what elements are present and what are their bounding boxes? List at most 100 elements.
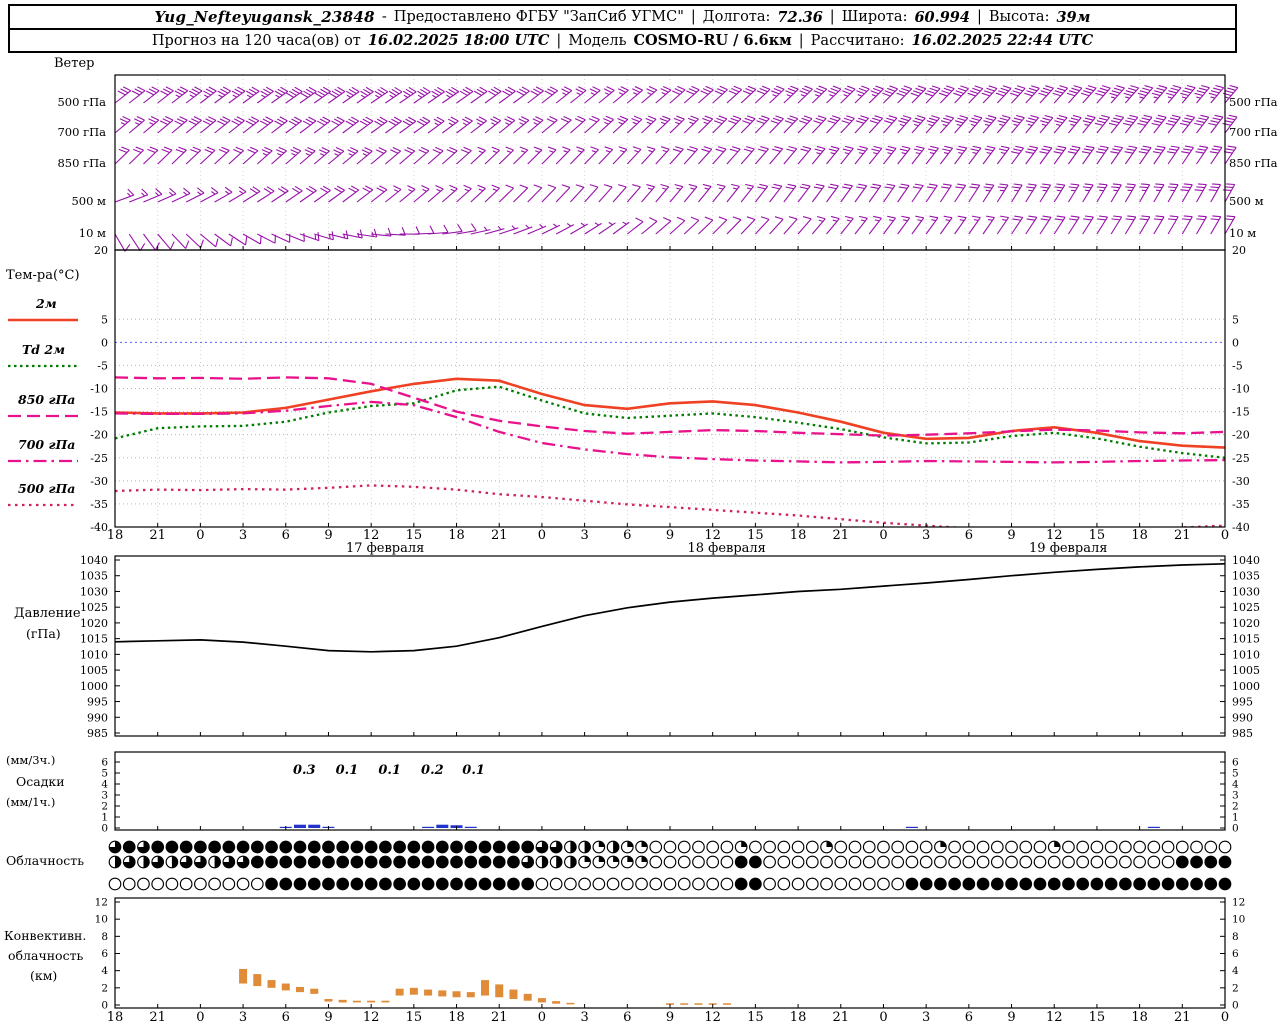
wind-barb <box>698 115 714 134</box>
wind-barb <box>370 116 388 134</box>
wind-barb <box>925 215 939 235</box>
pressure-panel-title: Давление <box>14 606 81 621</box>
wind-barb <box>982 115 997 134</box>
wind-barb <box>883 183 896 203</box>
wind-barb <box>797 145 812 165</box>
wind-barb <box>1053 183 1066 203</box>
cloud-cover-symbol <box>720 855 734 869</box>
cloud-cover-symbol <box>307 877 321 891</box>
provider-text: Предоставлено ФГБУ "ЗапСиб УГМС" <box>393 9 684 25</box>
wind-barb <box>1039 145 1053 165</box>
wind-level-850hpa-left: 850 гПа <box>57 156 106 170</box>
wind-level-500hpa-left: 500 гПа <box>57 95 106 109</box>
wind-barb <box>1222 114 1238 134</box>
cloud-cover-wedge <box>171 856 178 868</box>
cloud-cover-symbol <box>393 877 406 891</box>
wind-barb <box>143 116 160 134</box>
cloud-cover-symbol <box>606 877 620 891</box>
wind-barb <box>271 146 287 165</box>
wind-barb <box>285 86 303 104</box>
convective-cloud-bar <box>680 1003 689 1005</box>
wind-barb <box>570 222 588 235</box>
wind-barb <box>924 85 941 104</box>
cloud-cover-symbol <box>649 840 663 854</box>
wind-barb <box>982 145 996 165</box>
wind-barb <box>242 146 259 165</box>
wind-barb <box>1123 85 1140 104</box>
wind-barb <box>783 216 798 235</box>
cloud-cover-symbol <box>962 840 976 854</box>
cloud-cover-wedge <box>741 841 747 847</box>
wind-barb <box>626 146 642 165</box>
cloud-cover-symbol <box>749 877 762 891</box>
wind-barb <box>868 215 882 235</box>
wind-barb <box>1109 85 1125 104</box>
cloud-cover-symbol <box>763 840 776 854</box>
wind-barb <box>996 183 1009 203</box>
wind-barb <box>257 186 275 203</box>
wind-barb <box>1039 183 1052 203</box>
wind-barb <box>612 221 630 235</box>
wind-barb <box>214 146 230 165</box>
wind-barb <box>1096 183 1108 203</box>
cloud-cover-symbol <box>208 877 221 891</box>
cloud-cover-symbol <box>165 877 179 891</box>
cloud-cover-symbol <box>464 840 478 854</box>
precip-bar <box>1147 826 1160 828</box>
cloud-cover-symbol <box>990 840 1004 854</box>
axis-tick-label: -10 <box>90 383 108 396</box>
wind-barb <box>256 116 274 134</box>
wind-barb <box>128 146 144 165</box>
cloud-cover-symbol <box>122 840 136 854</box>
wind-barb <box>968 183 981 203</box>
cloud-cover-symbol <box>834 855 848 869</box>
wind-barb <box>513 224 533 235</box>
wind-barb <box>954 183 967 203</box>
axis-tick-label: -20 <box>90 429 108 442</box>
convective-cloud-bar <box>537 998 546 1003</box>
axis-tick-label: -35 <box>90 498 108 511</box>
axis-tick-label: 21 <box>1174 1010 1191 1024</box>
wind-barb <box>1053 145 1067 165</box>
axis-tick-label: 12 <box>95 897 108 909</box>
axis-tick-label: 1040 <box>1232 554 1260 567</box>
cloud-cover-symbol <box>1204 877 1218 891</box>
wind-barb <box>769 115 784 134</box>
precip-amount-label: 0.1 <box>462 763 485 778</box>
wind-barb <box>1139 215 1151 235</box>
cloud-cover-symbol <box>507 840 520 854</box>
cloud-cover-symbol <box>507 877 520 891</box>
cloud-cover-symbol <box>435 840 449 854</box>
convective-cloud-bar <box>310 988 319 994</box>
cloud-cover-symbol <box>763 855 776 869</box>
wind-barb <box>883 145 897 165</box>
axis-tick-label: 1015 <box>80 633 108 646</box>
axis-tick-label: 6 <box>101 757 108 769</box>
convective-cloud-bar <box>253 974 262 987</box>
wind-barb <box>171 233 190 249</box>
wind-barb <box>200 146 216 165</box>
cloud-cover-symbol <box>521 840 535 854</box>
axis-tick-label: 1030 <box>1232 585 1260 598</box>
axis-tick-label: -35 <box>1232 498 1250 511</box>
wind-barb <box>328 86 346 104</box>
wind-barb <box>683 115 699 134</box>
wind-barb <box>1123 114 1139 134</box>
wind-barb <box>1094 114 1110 134</box>
axis-tick-label: 3 <box>239 1010 247 1024</box>
cloud-cover-symbol <box>521 877 535 891</box>
wind-barb <box>840 215 854 235</box>
wind-barb <box>584 184 599 203</box>
wind-barb <box>854 115 869 134</box>
axis-tick-label: 15 <box>747 1010 764 1024</box>
convective-cloud-bar <box>509 989 518 999</box>
cloud-cover-symbol <box>464 877 478 891</box>
wind-barb <box>911 215 925 235</box>
temp-line-0 <box>115 377 1225 449</box>
wind-barb <box>555 223 575 235</box>
cloud-cover-symbol <box>194 877 207 891</box>
wind-barb <box>1011 114 1025 134</box>
cloud-cover-symbol <box>677 840 691 854</box>
wind-barb <box>1194 84 1210 104</box>
cloud-cover-symbol <box>692 855 705 869</box>
